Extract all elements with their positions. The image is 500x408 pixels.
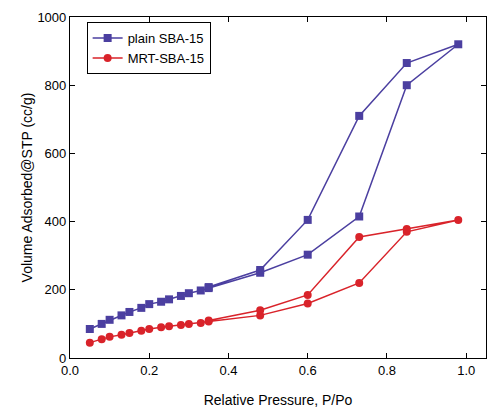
svg-text:Volume Adsorbed@STP (cc/g): Volume Adsorbed@STP (cc/g): [19, 93, 35, 283]
svg-text:plain SBA-15: plain SBA-15: [128, 31, 204, 46]
svg-text:0: 0: [59, 351, 66, 366]
svg-text:MRT-SBA-15: MRT-SBA-15: [128, 51, 204, 66]
svg-text:600: 600: [45, 146, 67, 161]
svg-text:0.0: 0.0: [61, 363, 79, 378]
svg-text:800: 800: [45, 78, 67, 93]
svg-text:0.4: 0.4: [219, 363, 237, 378]
svg-text:Relative Pressure, P/Po: Relative Pressure, P/Po: [204, 392, 353, 408]
svg-text:1000: 1000: [37, 10, 66, 25]
svg-text:400: 400: [45, 214, 67, 229]
svg-text:0.6: 0.6: [299, 363, 317, 378]
svg-text:0.2: 0.2: [140, 363, 158, 378]
svg-text:200: 200: [45, 282, 67, 297]
svg-text:1.0: 1.0: [457, 363, 475, 378]
svg-text:0.8: 0.8: [378, 363, 396, 378]
